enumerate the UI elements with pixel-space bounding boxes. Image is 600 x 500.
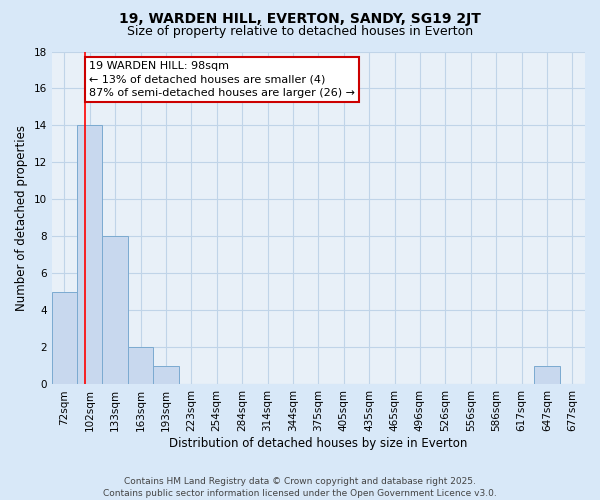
Text: 19, WARDEN HILL, EVERTON, SANDY, SG19 2JT: 19, WARDEN HILL, EVERTON, SANDY, SG19 2J… [119,12,481,26]
Bar [534,366,560,384]
Bar [52,292,77,384]
Bar [77,126,103,384]
Text: Size of property relative to detached houses in Everton: Size of property relative to detached ho… [127,25,473,38]
Text: Contains HM Land Registry data © Crown copyright and database right 2025.
Contai: Contains HM Land Registry data © Crown c… [103,476,497,498]
Bar [128,348,153,385]
Bar [103,236,128,384]
Bar [153,366,179,384]
Text: 19 WARDEN HILL: 98sqm
← 13% of detached houses are smaller (4)
87% of semi-detac: 19 WARDEN HILL: 98sqm ← 13% of detached … [89,62,355,98]
X-axis label: Distribution of detached houses by size in Everton: Distribution of detached houses by size … [169,437,467,450]
Y-axis label: Number of detached properties: Number of detached properties [15,125,28,311]
